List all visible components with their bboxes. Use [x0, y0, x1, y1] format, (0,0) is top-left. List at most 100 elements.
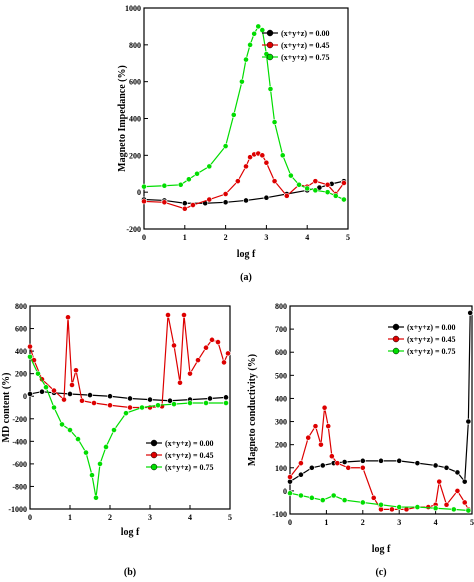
data-point [59, 421, 65, 428]
data-point [43, 384, 49, 391]
x-tick-label: 5 [470, 518, 474, 527]
data-point [318, 441, 324, 448]
data-point [181, 200, 188, 207]
data-point [414, 460, 421, 467]
data-point [181, 312, 187, 318]
data-point [222, 143, 229, 150]
data-point [450, 506, 457, 513]
data-point [69, 382, 75, 388]
data-point [319, 462, 326, 469]
data-point [296, 181, 302, 188]
data-point [185, 176, 192, 183]
legend-entry: (x+y+z) = 0.00 [165, 439, 214, 448]
data-point [432, 462, 439, 469]
data-point [187, 400, 193, 406]
data-point [225, 350, 231, 357]
data-point [171, 401, 177, 408]
data-point [454, 469, 461, 476]
data-point [334, 460, 341, 467]
data-point [103, 444, 109, 450]
data-point [359, 499, 366, 506]
data-point [255, 23, 262, 30]
data-point [155, 402, 161, 409]
data-point [107, 393, 113, 400]
y-tick-label: -100 [272, 510, 287, 519]
data-point [341, 459, 348, 465]
data-point [141, 183, 147, 190]
legend-entry: (x+y+z) = 0.45 [281, 41, 330, 50]
data-point [97, 460, 103, 467]
legend-marker [266, 53, 274, 61]
legend-marker [150, 463, 158, 471]
y-tick-label: 200 [15, 370, 27, 379]
data-point [316, 184, 323, 191]
y-tick-label: 600 [275, 348, 287, 357]
data-point [83, 449, 89, 456]
data-point [27, 391, 33, 397]
data-point [234, 178, 241, 185]
data-point [167, 397, 173, 404]
y-tick-label: 700 [275, 325, 287, 334]
data-point [298, 460, 304, 467]
x-axis-label: log f [237, 249, 256, 260]
data-point [35, 370, 41, 377]
data-point [287, 172, 294, 179]
x-axis-label: log f [121, 527, 140, 538]
y-tick-label: 400 [15, 347, 27, 356]
data-point [107, 402, 113, 409]
data-point [267, 86, 274, 92]
data-point [305, 434, 312, 441]
data-point [87, 392, 93, 398]
data-point [190, 202, 196, 208]
series-line [289, 407, 469, 510]
y-tick-label: 300 [275, 418, 287, 427]
x-tick-label: 0 [288, 518, 292, 527]
data-point [161, 182, 168, 189]
series-2 [27, 353, 229, 501]
data-point [165, 312, 171, 318]
data-point [359, 457, 366, 464]
data-point [91, 400, 97, 406]
y-axis-label: MD content (%) [1, 373, 12, 443]
data-point [67, 391, 73, 397]
data-point [436, 478, 443, 485]
y-tick-label: 600 [15, 325, 27, 334]
data-point [271, 178, 278, 185]
data-point [209, 336, 215, 343]
data-point [27, 353, 33, 360]
data-point [181, 205, 188, 212]
legend-entry: (x+y+z) = 0.45 [407, 335, 456, 344]
data-point [461, 478, 468, 485]
data-point [51, 387, 57, 394]
legend-marker [150, 439, 158, 447]
series-2 [287, 490, 472, 514]
x-tick-label: 1 [324, 518, 328, 527]
x-tick-label: 5 [346, 233, 350, 242]
y-tick-label: -600 [12, 460, 27, 469]
data-point [328, 453, 335, 460]
data-point [465, 418, 472, 425]
data-point [194, 170, 200, 177]
data-point [298, 471, 304, 478]
data-point [370, 494, 377, 501]
data-point [73, 367, 79, 374]
y-tick-label: 400 [275, 394, 287, 403]
y-tick-label: 500 [275, 371, 287, 380]
x-tick-label: 2 [361, 518, 365, 527]
data-point [324, 181, 331, 188]
data-point [89, 472, 95, 479]
data-point [319, 497, 326, 504]
x-tick-label: 0 [28, 513, 32, 522]
legend-marker [266, 41, 274, 49]
data-point [243, 56, 249, 63]
data-point [443, 501, 450, 508]
x-tick-label: 4 [305, 233, 309, 242]
data-point [259, 152, 266, 159]
data-point [111, 427, 117, 433]
data-point [195, 357, 201, 364]
data-point [341, 497, 348, 504]
data-point [359, 464, 366, 471]
data-point [332, 192, 339, 199]
